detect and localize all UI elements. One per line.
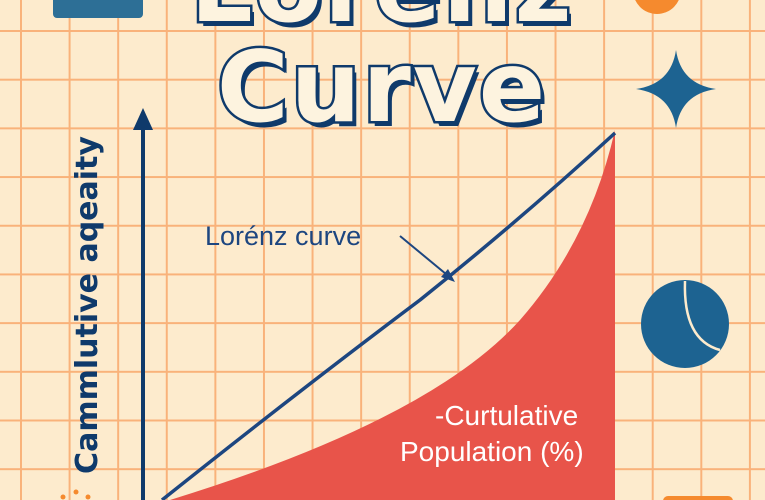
y-axis-label: Cammlutive aqeaity [70,136,105,474]
x-axis-label: -Curtulative Population (%) [400,398,584,470]
y-axis-arrow-icon [133,108,153,130]
decor-orange-tab [663,496,733,500]
star-icon [636,50,716,128]
annotation-arrow [399,235,455,282]
pie-icon [641,280,729,368]
decor-orange-sparkle [60,489,91,500]
curve-annotation: Lorénz curve [205,221,362,251]
decor-orange-circle [635,0,679,14]
lorenz-curve-line [160,131,617,500]
lorenz-area-fill [170,130,615,500]
title-line-2: Curve [214,31,548,145]
decor-blue-rectangle [53,0,143,18]
x-axis-label-line-1: -Curtulative [435,400,579,431]
title-line-1: Lorenz [188,0,574,40]
x-axis-label-line-2: Population (%) [400,436,584,467]
